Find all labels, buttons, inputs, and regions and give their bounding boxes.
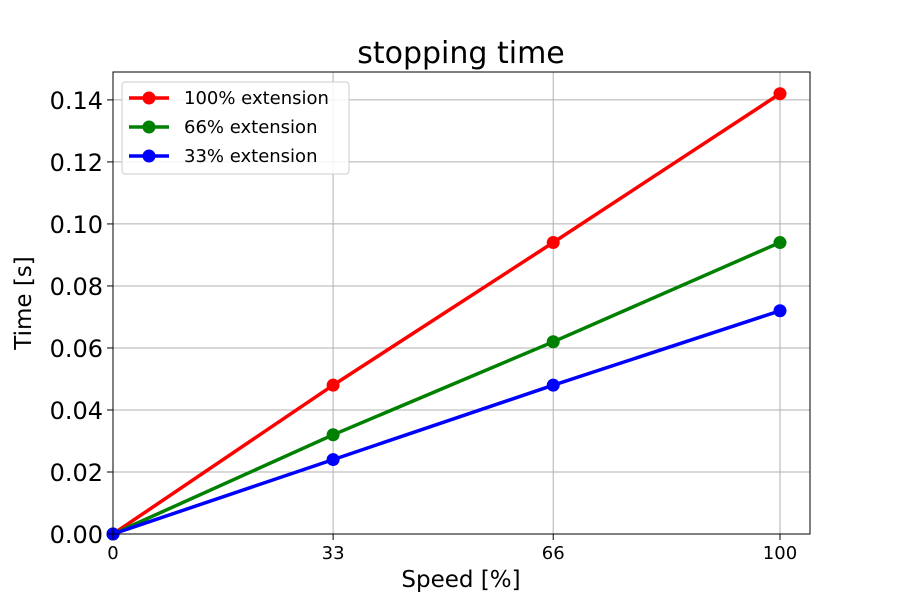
plot-frame	[112, 71, 811, 535]
legend-entry: 33% extension	[129, 146, 317, 167]
legend-entry: 100% extension	[129, 88, 329, 109]
x-tick-label: 100	[763, 543, 797, 564]
y-tick-label: 0.06	[50, 335, 103, 363]
data-point	[326, 453, 340, 467]
legend-marker	[142, 120, 156, 134]
x-tick-label: 66	[542, 543, 565, 564]
series-line	[112, 309, 781, 536]
legend: 100% extension 66% extension 33% extension	[121, 81, 350, 175]
legend-label: 100% extension	[184, 88, 329, 109]
data-point	[326, 428, 340, 442]
series-2	[106, 304, 787, 541]
plot-series	[106, 87, 787, 541]
y-tick-label: 0.10	[50, 211, 103, 239]
data-point	[773, 304, 787, 318]
data-point	[773, 236, 787, 250]
legend-label: 66% extension	[184, 117, 317, 138]
y-tick-label: 0.02	[50, 459, 103, 487]
x-axis-ticks: 0 33 66 100	[107, 534, 797, 564]
data-point	[546, 236, 560, 250]
legend-marker	[142, 91, 156, 105]
data-point	[773, 87, 787, 101]
y-axis-label: Time [s]	[11, 256, 37, 351]
x-tick-label: 33	[322, 543, 345, 564]
data-point	[326, 378, 340, 392]
series-line	[112, 240, 781, 536]
chart-title: stopping time	[357, 36, 565, 71]
y-tick-label: 0.14	[50, 87, 103, 115]
data-point	[546, 378, 560, 392]
data-point	[546, 335, 560, 349]
legend-label: 33% extension	[184, 146, 317, 167]
legend-entry: 66% extension	[129, 117, 317, 138]
y-axis-ticks: 0.00 0.02 0.04 0.06 0.08 0.10 0.12 0.14	[50, 87, 113, 549]
y-tick-label: 0.04	[50, 397, 103, 425]
y-tick-label: 0.08	[50, 273, 103, 301]
series-line	[112, 92, 781, 536]
y-tick-label: 0.00	[50, 521, 103, 549]
legend-box	[121, 81, 350, 175]
legend-marker	[142, 149, 156, 163]
x-axis-label: Speed [%]	[401, 567, 520, 593]
y-tick-label: 0.12	[50, 149, 103, 177]
x-tick-label: 0	[107, 543, 118, 564]
